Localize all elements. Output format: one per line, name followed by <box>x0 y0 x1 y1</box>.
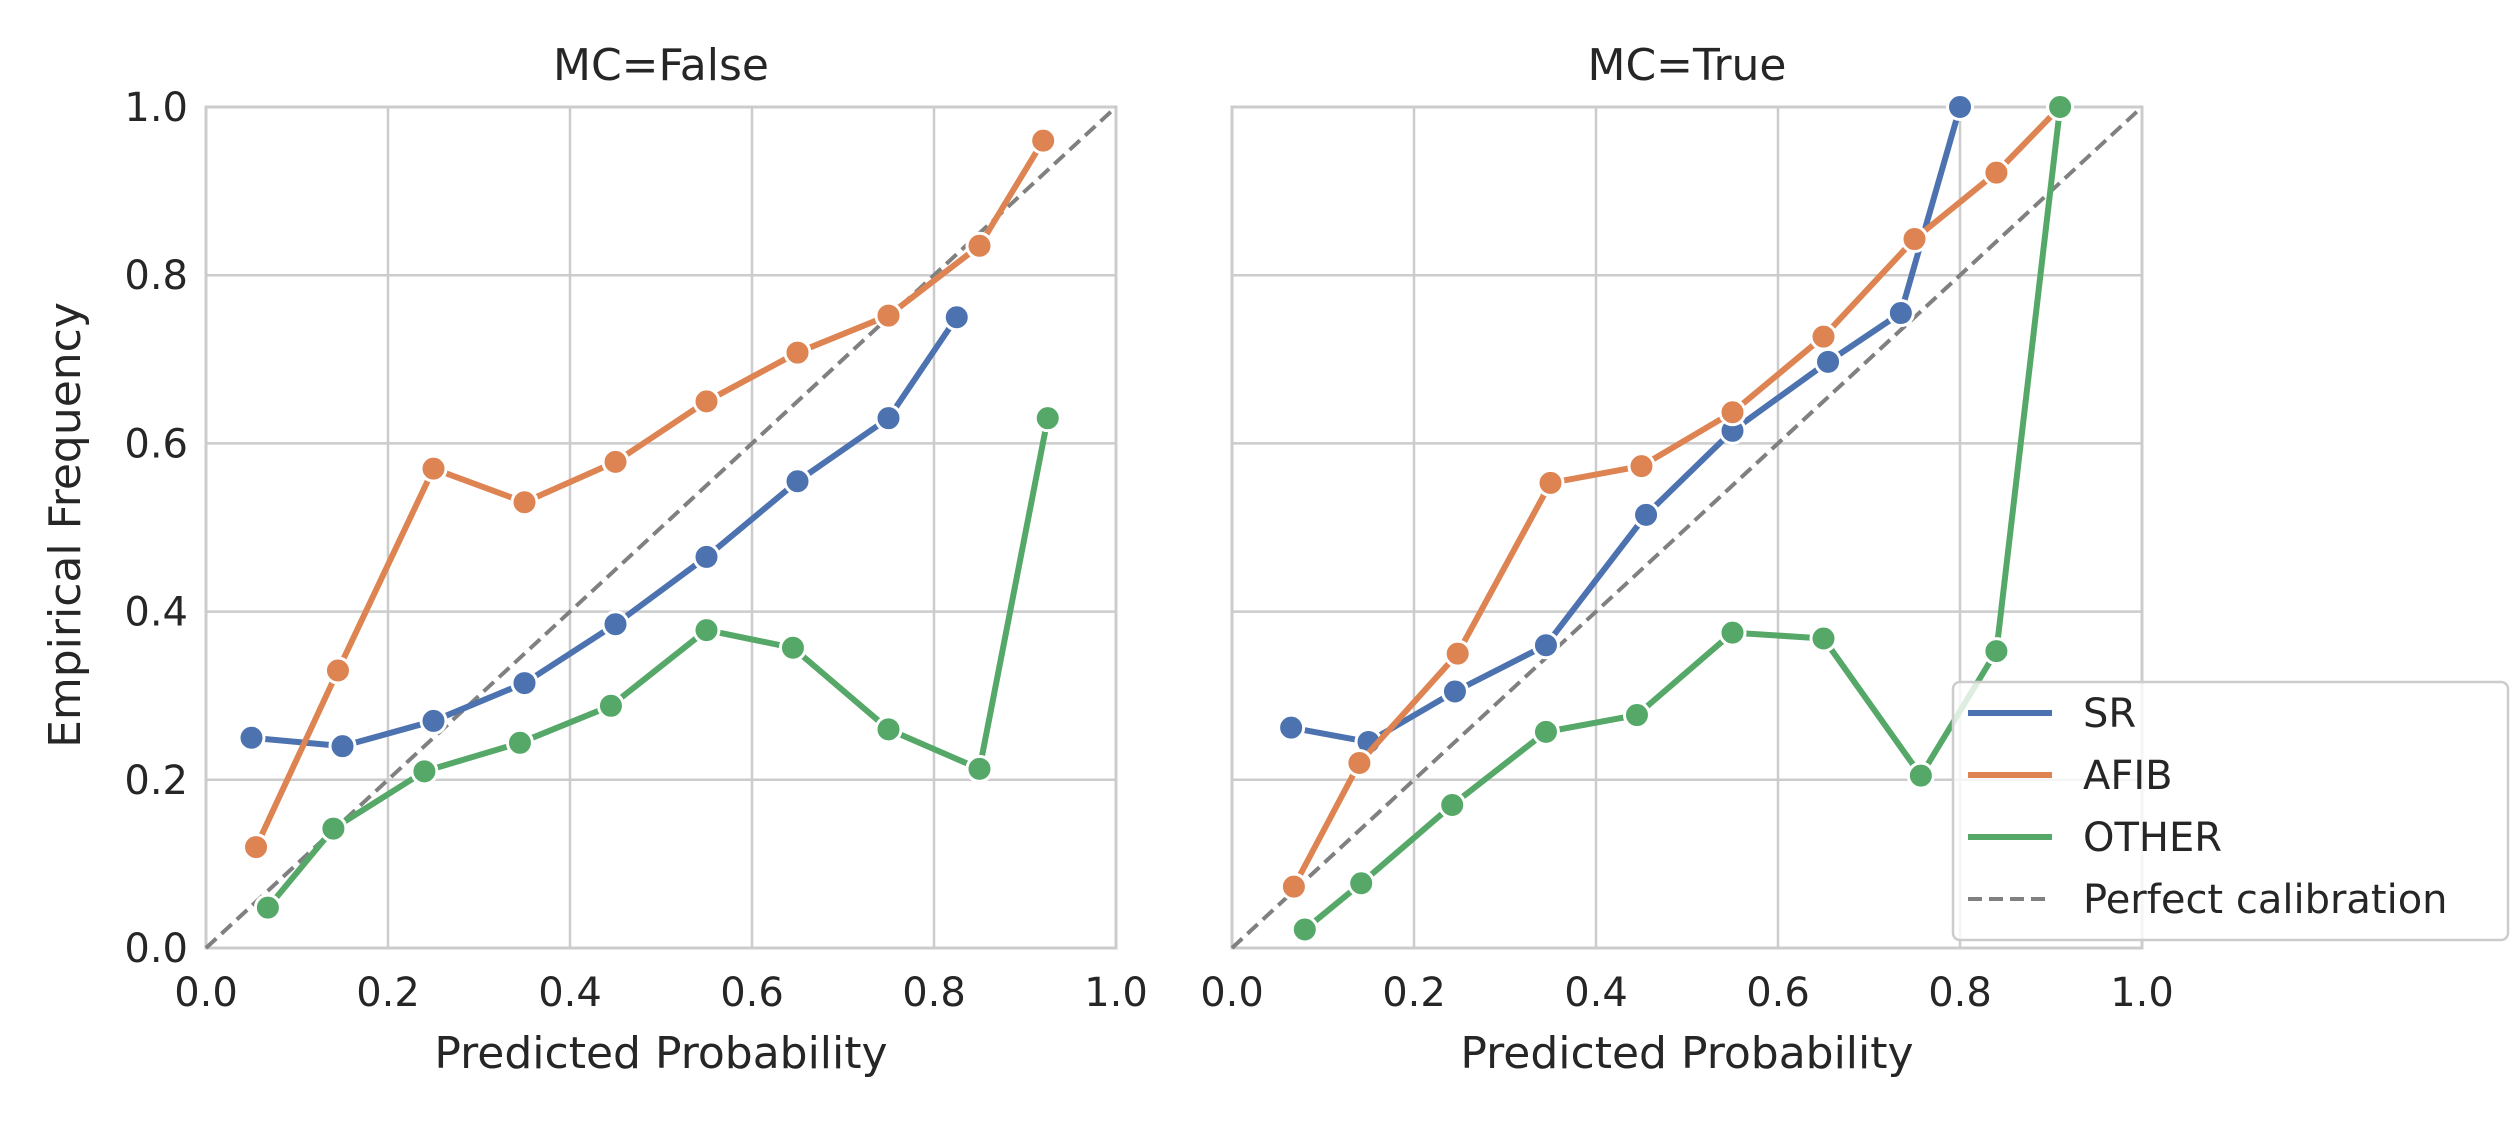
point-afib <box>323 656 352 685</box>
point-sr <box>237 723 266 752</box>
point-other <box>253 893 282 922</box>
point-other <box>965 754 994 783</box>
point-other <box>1809 624 1838 653</box>
y-axis-label: Empirical Frequency <box>40 302 91 748</box>
point-other <box>505 728 534 757</box>
point-other <box>1982 637 2011 666</box>
x-tick-label: 0.2 <box>1382 970 1446 1016</box>
y-tick-label: 1.0 <box>124 85 188 131</box>
point-afib <box>1279 872 1308 901</box>
point-sr <box>692 542 721 571</box>
point-afib <box>1536 468 1565 497</box>
plot-frame <box>1230 105 2144 950</box>
perfect-calibration-line <box>204 105 1118 950</box>
point-afib <box>1809 322 1838 351</box>
y-tick-label: 0.4 <box>124 590 188 636</box>
point-other <box>1718 618 1747 647</box>
panel-title: MC=False <box>553 40 769 91</box>
legend: SR AFIB OTHER Perfect calibration <box>1951 680 2510 942</box>
point-other <box>1438 791 1467 820</box>
point-other <box>319 814 348 843</box>
x-tick-label: 0.8 <box>902 970 966 1016</box>
point-sr <box>1277 713 1306 742</box>
x-tick-label: 0.4 <box>538 970 602 1016</box>
point-sr <box>1632 500 1661 529</box>
x-tick-label: 1.0 <box>2110 970 2174 1016</box>
point-sr <box>783 467 812 496</box>
point-other <box>874 715 903 744</box>
point-other <box>778 633 807 662</box>
point-afib <box>783 338 812 367</box>
point-afib <box>965 231 994 260</box>
point-afib <box>1443 639 1472 668</box>
point-other <box>1622 701 1651 730</box>
x-tick-label: 0.6 <box>720 970 784 1016</box>
point-other <box>596 691 625 720</box>
legend-label: SR <box>2083 691 2136 737</box>
point-afib <box>874 301 903 330</box>
point-sr <box>1946 93 1974 121</box>
x-tick-label: 0.6 <box>1746 970 1810 1016</box>
legend-label: AFIB <box>2083 753 2173 799</box>
point-afib <box>242 833 271 862</box>
point-other <box>692 616 721 645</box>
legend-label: OTHER <box>2083 815 2222 861</box>
series-line-other <box>1301 104 2064 933</box>
x-tick-label: 0.2 <box>356 970 420 1016</box>
series-line-afib <box>1290 104 2064 890</box>
point-other <box>2046 93 2075 121</box>
series-line-sr <box>1288 104 1963 745</box>
legend-label: Perfect calibration <box>2083 877 2448 923</box>
x-tick-label: 1.0 <box>1084 970 1148 1016</box>
point-afib <box>1627 452 1656 481</box>
series-line-afib <box>253 137 1047 851</box>
x-tick-label: 0.0 <box>1200 970 1264 1016</box>
perfect-calibration-line <box>1230 105 2144 950</box>
series-line-sr <box>248 314 960 750</box>
point-other <box>410 757 439 786</box>
legend-box <box>1951 680 2510 942</box>
point-afib <box>1345 748 1374 777</box>
series-line-other <box>264 415 1051 911</box>
x-axis-label: Predicted Probability <box>434 1028 887 1079</box>
point-other <box>1906 761 1935 790</box>
point-afib <box>1982 158 2011 187</box>
point-other <box>1033 404 1062 433</box>
point-sr <box>328 732 357 761</box>
x-axis-label: Predicted Probability <box>1460 1028 1913 1079</box>
plot-frame <box>204 105 1118 950</box>
panel-title: MC=True <box>1587 40 1786 91</box>
point-sr <box>1814 347 1843 376</box>
y-tick-label: 0.0 <box>124 926 188 972</box>
point-other <box>1290 915 1319 944</box>
point-sr <box>942 303 971 332</box>
y-tick-label: 0.6 <box>124 421 188 467</box>
point-other <box>1531 717 1560 746</box>
point-sr <box>1531 631 1560 660</box>
point-afib <box>510 488 539 517</box>
point-sr <box>1886 299 1915 328</box>
point-sr <box>1440 677 1469 706</box>
x-tick-label: 0.4 <box>1564 970 1628 1016</box>
x-tick-label: 0.0 <box>174 970 238 1016</box>
y-tick-label: 0.2 <box>124 758 188 804</box>
x-tick-label: 0.8 <box>1928 970 1992 1016</box>
y-tick-label: 0.8 <box>124 253 188 299</box>
point-afib <box>1029 126 1058 155</box>
point-afib <box>419 454 448 483</box>
point-sr <box>601 610 630 639</box>
point-afib <box>601 447 630 476</box>
point-sr <box>419 706 448 735</box>
point-sr <box>510 669 539 698</box>
point-sr <box>874 404 903 433</box>
point-other <box>1347 869 1376 898</box>
point-afib <box>1900 225 1929 254</box>
point-afib <box>692 387 721 416</box>
point-afib <box>1718 398 1747 427</box>
panel-mc-false: 0.00.0 0.2 0.2 0.4 0.4 0.6 0.6 0.8 0.8 1.0 1.0 MC=F… <box>124 40 1147 1079</box>
